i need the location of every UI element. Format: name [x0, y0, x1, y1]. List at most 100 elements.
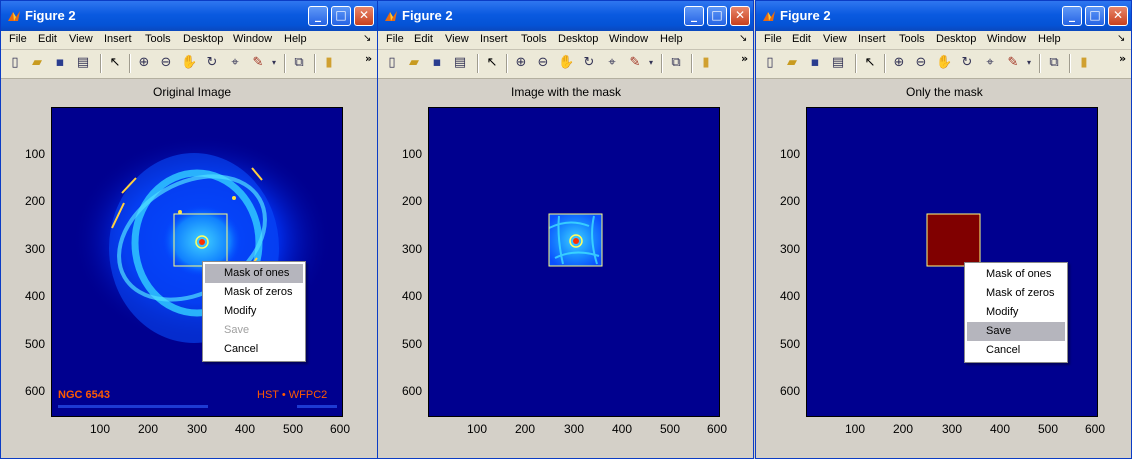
- rotate-3d-icon[interactable]: ↻: [961, 55, 973, 70]
- menu-item-cancel[interactable]: Cancel: [224, 343, 259, 355]
- menu-window[interactable]: Window: [233, 33, 273, 45]
- menu-view[interactable]: View: [69, 33, 93, 45]
- x-tick-label: 100: [90, 422, 111, 436]
- menu-help[interactable]: Help: [1038, 33, 1061, 45]
- maximize-button[interactable]: □: [331, 6, 351, 26]
- menu-insert[interactable]: Insert: [858, 33, 886, 45]
- rotate-3d-icon[interactable]: ↻: [583, 55, 595, 70]
- print-icon[interactable]: ▤: [831, 55, 845, 70]
- zoom-out-icon[interactable]: ⊖: [537, 55, 549, 70]
- zoom-in-icon[interactable]: ⊕: [138, 55, 150, 70]
- menu-item-modify[interactable]: Modify: [224, 305, 257, 317]
- zoom-in-icon[interactable]: ⊕: [515, 55, 527, 70]
- brush-icon[interactable]: ✎: [629, 55, 641, 70]
- brush-icon[interactable]: ✎: [1007, 55, 1019, 70]
- open-file-icon[interactable]: ▰: [409, 55, 419, 70]
- brush-icon[interactable]: ✎: [252, 55, 264, 70]
- y-tick-label: 500: [780, 337, 801, 351]
- open-file-icon[interactable]: ▰: [32, 55, 42, 70]
- print-icon[interactable]: ▤: [76, 55, 90, 70]
- link-plot-icon[interactable]: ⧉: [294, 55, 304, 70]
- menu-edit[interactable]: Edit: [414, 33, 433, 45]
- menu-item-mask-of-zeros[interactable]: Mask of zeros: [986, 287, 1055, 299]
- print-icon[interactable]: ▤: [453, 55, 467, 70]
- menu-edit[interactable]: Edit: [38, 33, 57, 45]
- menu-item-modify[interactable]: Modify: [986, 306, 1019, 318]
- save-icon[interactable]: ▪: [810, 55, 820, 70]
- save-icon[interactable]: ▪: [55, 55, 65, 70]
- menu-tools[interactable]: Tools: [521, 33, 547, 45]
- edit-plot-icon[interactable]: ↖: [864, 55, 876, 70]
- data-cursor-icon[interactable]: ⌖: [608, 55, 616, 70]
- new-figure-icon[interactable]: ▯: [11, 55, 19, 70]
- overlay-label-left: NGC 6543: [58, 389, 110, 401]
- menu-view[interactable]: View: [445, 33, 469, 45]
- menu-help[interactable]: Help: [660, 33, 683, 45]
- menu-desktop[interactable]: Desktop: [936, 33, 977, 45]
- menu-desktop[interactable]: Desktop: [558, 33, 599, 45]
- brush-dropdown-icon[interactable]: ▾: [271, 58, 276, 67]
- colorbar-icon[interactable]: ▮: [325, 55, 333, 70]
- menu-tools[interactable]: Tools: [145, 33, 171, 45]
- minimize-button[interactable]: _: [308, 6, 328, 26]
- link-plot-icon[interactable]: ⧉: [1049, 55, 1059, 70]
- close-button[interactable]: ✕: [354, 6, 374, 26]
- toolbar-separator: [129, 54, 131, 73]
- menu-insert[interactable]: Insert: [480, 33, 508, 45]
- minimize-button[interactable]: _: [1062, 6, 1082, 26]
- menu-overflow-icon[interactable]: ↘: [739, 33, 748, 44]
- maximize-button[interactable]: □: [707, 6, 727, 26]
- title-bar[interactable]: Figure 2 _ □ ✕: [756, 1, 1131, 31]
- menu-file[interactable]: File: [764, 33, 782, 45]
- menu-overflow-icon[interactable]: ↘: [1117, 33, 1126, 44]
- title-bar[interactable]: Figure 2 _ □ ✕: [378, 1, 753, 31]
- menu-file[interactable]: File: [386, 33, 404, 45]
- menu-view[interactable]: View: [823, 33, 847, 45]
- y-tick-label: 500: [402, 337, 423, 351]
- toolbar-overflow-icon[interactable]: »: [1119, 52, 1127, 65]
- close-button[interactable]: ✕: [1108, 6, 1128, 26]
- brush-dropdown-icon[interactable]: ▾: [1026, 58, 1031, 67]
- toolbar-overflow-icon[interactable]: »: [365, 52, 373, 65]
- toolbar-overflow-icon[interactable]: »: [741, 52, 749, 65]
- minimize-button[interactable]: _: [684, 6, 704, 26]
- edit-plot-icon[interactable]: ↖: [109, 55, 121, 70]
- data-cursor-icon[interactable]: ⌖: [986, 55, 994, 70]
- new-figure-icon[interactable]: ▯: [766, 55, 774, 70]
- menu-tools[interactable]: Tools: [899, 33, 925, 45]
- menu-help[interactable]: Help: [284, 33, 307, 45]
- title-bar[interactable]: Figure 2 _ □ ✕: [1, 1, 377, 31]
- x-tick-label: 300: [942, 422, 963, 436]
- menu-item-cancel[interactable]: Cancel: [986, 344, 1021, 356]
- colorbar-icon[interactable]: ▮: [702, 55, 710, 70]
- close-button[interactable]: ✕: [730, 6, 750, 26]
- pan-icon[interactable]: ✋: [936, 55, 953, 70]
- link-plot-icon[interactable]: ⧉: [671, 55, 681, 70]
- zoom-in-icon[interactable]: ⊕: [893, 55, 905, 70]
- brush-dropdown-icon[interactable]: ▾: [648, 58, 653, 67]
- maximize-button[interactable]: □: [1085, 6, 1105, 26]
- menu-insert[interactable]: Insert: [104, 33, 132, 45]
- zoom-out-icon[interactable]: ⊖: [160, 55, 172, 70]
- menu-item-mask-of-zeros[interactable]: Mask of zeros: [224, 286, 293, 298]
- pan-icon[interactable]: ✋: [558, 55, 575, 70]
- data-cursor-icon[interactable]: ⌖: [231, 55, 239, 70]
- pan-icon[interactable]: ✋: [181, 55, 198, 70]
- zoom-out-icon[interactable]: ⊖: [915, 55, 927, 70]
- new-figure-icon[interactable]: ▯: [388, 55, 396, 70]
- image-axes[interactable]: [428, 107, 720, 417]
- menu-item-mask-of-ones[interactable]: Mask of ones: [986, 268, 1052, 280]
- menu-window[interactable]: Window: [609, 33, 649, 45]
- menu-item-mask-of-ones[interactable]: Mask of ones: [205, 264, 303, 283]
- menu-desktop[interactable]: Desktop: [183, 33, 224, 45]
- menu-window[interactable]: Window: [987, 33, 1027, 45]
- menu-edit[interactable]: Edit: [792, 33, 811, 45]
- edit-plot-icon[interactable]: ↖: [486, 55, 498, 70]
- colorbar-icon[interactable]: ▮: [1080, 55, 1088, 70]
- menu-overflow-icon[interactable]: ↘: [363, 33, 372, 44]
- rotate-3d-icon[interactable]: ↻: [206, 55, 218, 70]
- menu-item-save[interactable]: Save: [967, 322, 1065, 341]
- save-icon[interactable]: ▪: [432, 55, 442, 70]
- menu-file[interactable]: File: [9, 33, 27, 45]
- open-file-icon[interactable]: ▰: [787, 55, 797, 70]
